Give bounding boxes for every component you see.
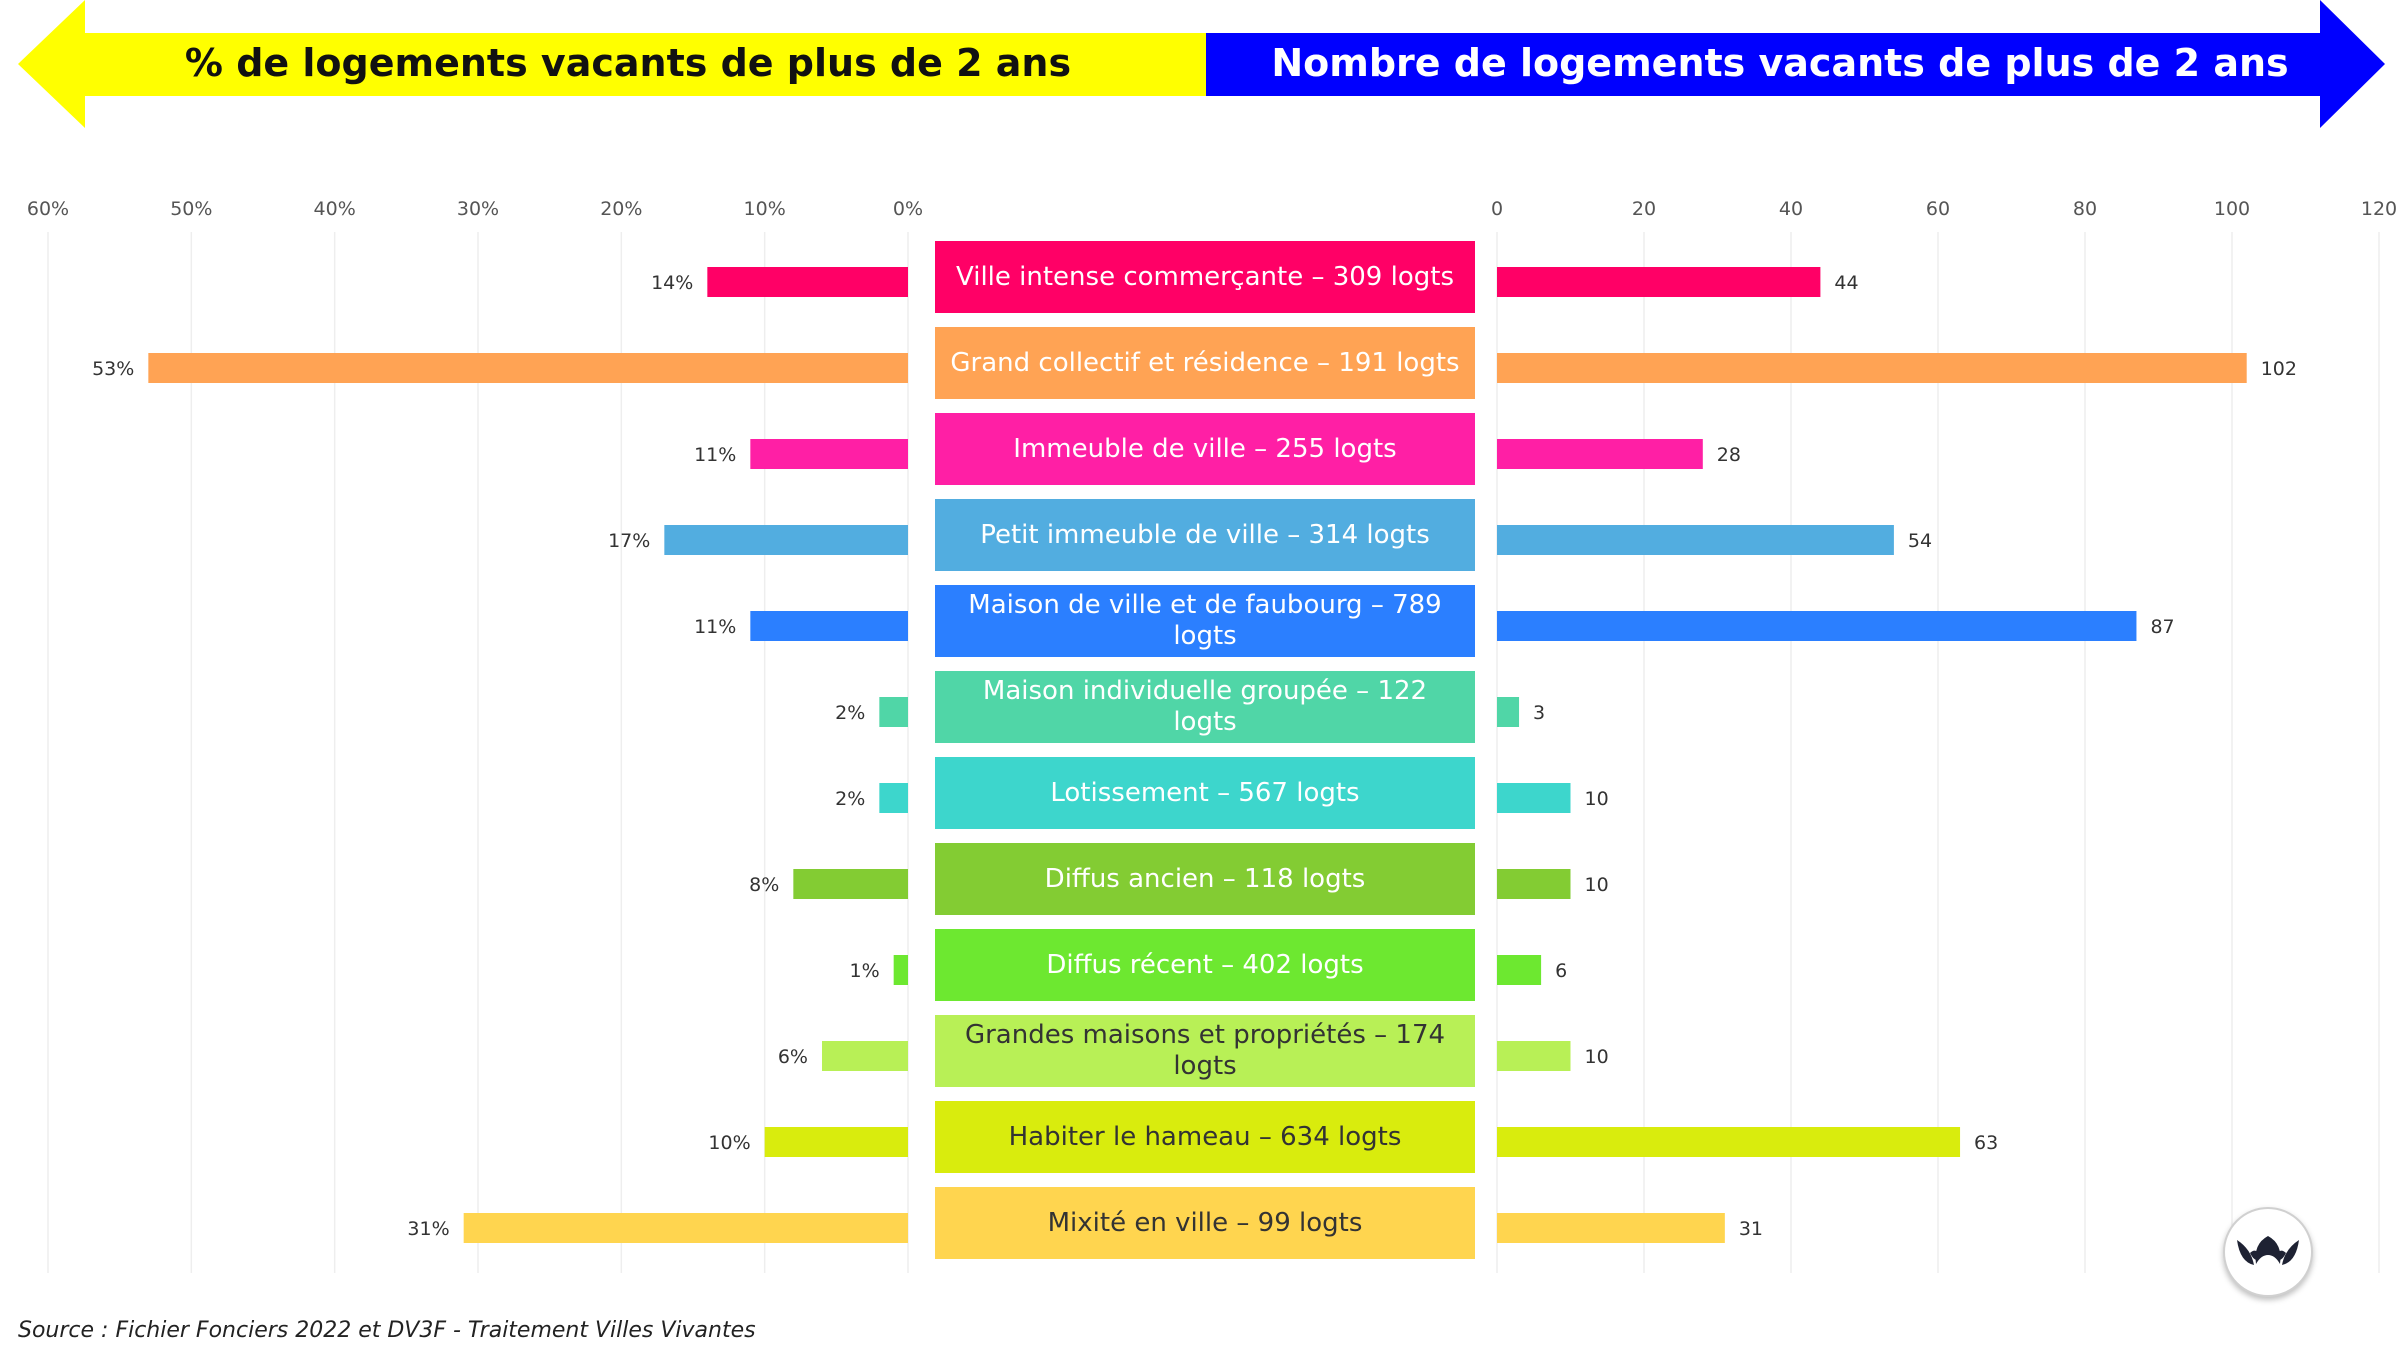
right-bar xyxy=(1497,697,1520,727)
right-tick-label: 20 xyxy=(1632,198,1656,220)
right-bar xyxy=(1497,439,1703,469)
left-bar xyxy=(463,1213,908,1243)
right-tick-label: 0 xyxy=(1491,198,1503,220)
left-bar xyxy=(148,353,909,383)
category-label: Immeuble de ville – 255 logts xyxy=(935,413,1475,485)
left-tick-label: 50% xyxy=(170,198,212,220)
bar-value-labels: 14% 44 53% 102 11% 28 17% 54 11% 87 2% 3 2% 10 8% 10 1% 6… xyxy=(92,272,2297,1240)
right-tick-label: 120 xyxy=(2361,198,2397,220)
right-bar-value-label: 63 xyxy=(1974,1132,1998,1154)
right-tick-label: 40 xyxy=(1779,198,1803,220)
right-bar-value-label: 87 xyxy=(2150,616,2174,638)
category-label: Diffus récent – 402 logts xyxy=(935,929,1475,1001)
left-bar-value-label: 2% xyxy=(835,788,865,810)
left-bar xyxy=(822,1041,908,1071)
left-banner-arrow xyxy=(18,0,1206,128)
left-bar xyxy=(750,439,908,469)
category-label: Ville intense commerçante – 309 logts xyxy=(935,241,1475,313)
right-bar xyxy=(1497,611,2137,641)
category-label: Grand collectif et résidence – 191 logts xyxy=(935,327,1475,399)
category-label: Maison individuelle groupée – 122 logts xyxy=(935,671,1475,743)
left-tick-label: 60% xyxy=(27,198,69,220)
left-bar xyxy=(750,611,908,641)
gridlines xyxy=(47,232,2380,1273)
right-axis-ticks: 0 20 40 60 80 100 120 xyxy=(1491,198,2397,220)
left-axis-ticks: 60% 50% 40% 30% 20% 10% 0% xyxy=(27,198,923,220)
right-bar xyxy=(1497,783,1571,813)
right-banner-label: Nombre de logements vacants de plus de 2… xyxy=(1271,41,2288,85)
left-bar-value-label: 11% xyxy=(694,616,736,638)
right-bar xyxy=(1497,1041,1571,1071)
left-bar-value-label: 1% xyxy=(850,960,880,982)
right-bar-value-label: 44 xyxy=(1834,272,1858,294)
left-bar xyxy=(879,697,908,727)
left-bar xyxy=(664,525,908,555)
left-bar-value-label: 11% xyxy=(694,444,736,466)
right-bar-value-label: 10 xyxy=(1585,788,1609,810)
source-note: Source : Fichier Fonciers 2022 et DV3F -… xyxy=(18,1318,756,1343)
bars xyxy=(148,267,2247,1243)
header-banners: % de logements vacants de plus de 2 ans … xyxy=(18,0,2385,128)
left-bar-value-label: 10% xyxy=(708,1132,750,1154)
right-bar xyxy=(1497,267,1821,297)
category-label: Habiter le hameau – 634 logts xyxy=(935,1101,1475,1173)
right-bar-value-label: 102 xyxy=(2261,358,2297,380)
category-label: Maison de ville et de faubourg – 789 log… xyxy=(935,585,1475,657)
right-bar-value-label: 3 xyxy=(1533,702,1545,724)
leaf-logo-graphic xyxy=(2237,1236,2299,1265)
right-tick-label: 80 xyxy=(2073,198,2097,220)
left-tick-label: 20% xyxy=(600,198,642,220)
left-bar-value-label: 8% xyxy=(749,874,779,896)
right-tick-label: 100 xyxy=(2214,198,2250,220)
villes-vivantes-logo-icon xyxy=(2223,1207,2313,1297)
category-label: Mixité en ville – 99 logts xyxy=(935,1187,1475,1259)
left-bar-value-label: 2% xyxy=(835,702,865,724)
right-bar-value-label: 10 xyxy=(1585,874,1609,896)
left-bar xyxy=(893,955,908,985)
left-bar xyxy=(879,783,908,813)
left-bar-value-label: 31% xyxy=(407,1218,449,1240)
left-bar-value-label: 53% xyxy=(92,358,134,380)
left-tick-label: 40% xyxy=(314,198,356,220)
category-label: Lotissement – 567 logts xyxy=(935,757,1475,829)
left-bar-value-label: 6% xyxy=(778,1046,808,1068)
right-bar xyxy=(1497,525,1894,555)
left-bar xyxy=(793,869,908,899)
right-bar xyxy=(1497,869,1571,899)
left-tick-label: 10% xyxy=(744,198,786,220)
left-bar-value-label: 14% xyxy=(651,272,693,294)
left-banner-label: % de logements vacants de plus de 2 ans xyxy=(185,41,1071,85)
left-tick-label: 0% xyxy=(893,198,923,220)
left-bar-value-label: 17% xyxy=(608,530,650,552)
left-bar xyxy=(707,267,908,297)
category-label: Grandes maisons et propriétés – 174 logt… xyxy=(935,1015,1475,1087)
right-banner-arrow xyxy=(1206,0,2385,128)
right-bar xyxy=(1497,1127,1961,1157)
right-bar-value-label: 28 xyxy=(1717,444,1741,466)
right-bar xyxy=(1497,955,1542,985)
left-bar xyxy=(764,1127,908,1157)
right-tick-label: 60 xyxy=(1926,198,1950,220)
right-bar xyxy=(1497,1213,1725,1243)
right-bar xyxy=(1497,353,2247,383)
right-bar-value-label: 6 xyxy=(1555,960,1567,982)
right-bar-value-label: 10 xyxy=(1585,1046,1609,1068)
right-bar-value-label: 31 xyxy=(1739,1218,1763,1240)
left-tick-label: 30% xyxy=(457,198,499,220)
right-bar-value-label: 54 xyxy=(1908,530,1932,552)
category-label: Diffus ancien – 118 logts xyxy=(935,843,1475,915)
category-label: Petit immeuble de ville – 314 logts xyxy=(935,499,1475,571)
